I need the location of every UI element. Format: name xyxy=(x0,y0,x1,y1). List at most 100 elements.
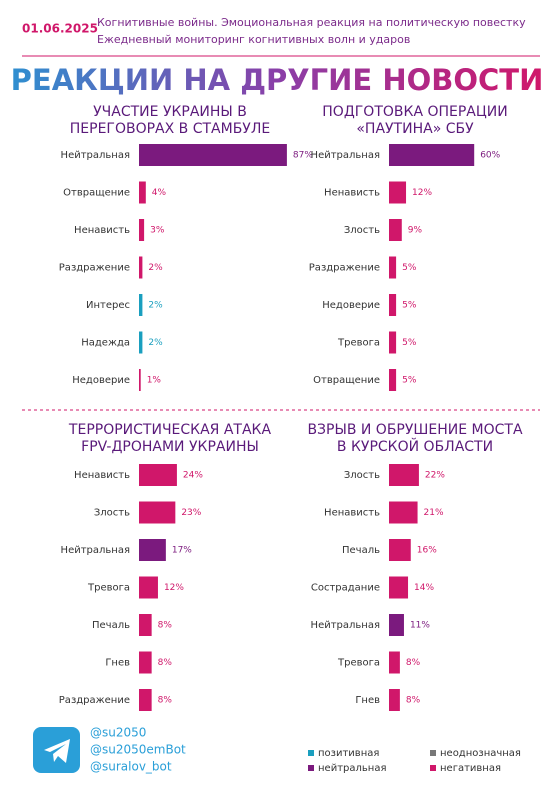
bar xyxy=(389,144,475,166)
bar xyxy=(389,331,397,354)
category-label: Сострадание xyxy=(311,583,380,594)
bar xyxy=(139,464,177,486)
telegram-plane xyxy=(44,739,70,763)
subtitle: Когнитивные войны. Эмоциональная реакция… xyxy=(97,16,526,29)
value-label: 16% xyxy=(417,546,437,556)
value-label: 8% xyxy=(406,658,421,668)
category-label: Злость xyxy=(94,508,130,519)
category-label: Раздражение xyxy=(59,695,130,706)
panel-title: УЧАСТИЕ УКРАИНЫ В xyxy=(93,104,247,120)
bar xyxy=(389,501,418,524)
panel-title: FPV-ДРОНАМИ УКРАИНЫ xyxy=(81,439,259,455)
category-label: Злость xyxy=(344,470,380,481)
bar xyxy=(139,219,145,241)
category-label: Тревога xyxy=(337,338,380,349)
category-label: Нейтральная xyxy=(311,150,380,161)
category-label: Ненависть xyxy=(74,225,130,236)
value-label: 11% xyxy=(410,621,430,631)
handle: @su2050 xyxy=(90,726,146,740)
panel-title: «ПАУТИНА» СБУ xyxy=(356,121,474,137)
value-label: 2% xyxy=(148,263,163,273)
category-label: Тревога xyxy=(87,583,130,594)
bar xyxy=(389,576,409,599)
category-label: Надежда xyxy=(81,338,130,349)
value-label: 8% xyxy=(158,696,173,706)
value-label: 14% xyxy=(414,583,434,593)
subtitle: Ежедневный мониторинг когнитивных волн и… xyxy=(97,33,410,46)
value-label: 12% xyxy=(412,188,432,198)
category-label: Нейтральная xyxy=(61,150,130,161)
panel-title: ПОДГОТОВКА ОПЕРАЦИИ xyxy=(322,104,507,120)
legend-label: нейтральная xyxy=(318,763,386,774)
category-label: Ненависть xyxy=(74,470,130,481)
category-label: Гнев xyxy=(105,658,130,669)
panel-title: ПЕРЕГОВОРАХ В СТАМБУЛЕ xyxy=(70,121,270,137)
bar xyxy=(389,181,407,204)
category-label: Раздражение xyxy=(309,263,380,274)
category-label: Интерес xyxy=(86,300,130,311)
category-label: Отвращение xyxy=(313,375,380,386)
bar xyxy=(389,294,397,316)
bar xyxy=(139,181,146,204)
value-label: 24% xyxy=(183,471,203,481)
category-label: Недоверие xyxy=(72,375,130,386)
bar xyxy=(389,689,400,711)
category-label: Гнев xyxy=(355,695,380,706)
bar xyxy=(139,294,143,316)
value-label: 8% xyxy=(158,658,173,668)
category-label: Печаль xyxy=(92,620,130,631)
value-label: 23% xyxy=(181,508,201,518)
value-label: 17% xyxy=(172,546,192,556)
main-title: РЕАКЦИИ НА ДРУГИЕ НОВОСТИ xyxy=(11,63,544,97)
bar xyxy=(389,539,411,561)
date: 01.06.2025 xyxy=(22,22,98,36)
bar xyxy=(389,219,402,241)
panel-title: ВЗРЫВ И ОБРУШЕНИЕ МОСТА xyxy=(307,422,522,438)
legend-swatch xyxy=(430,750,436,756)
value-label: 2% xyxy=(148,301,163,311)
legend-swatch xyxy=(308,765,314,771)
bar xyxy=(139,256,143,279)
bar xyxy=(389,464,419,486)
bar xyxy=(139,576,158,599)
value-label: 5% xyxy=(402,301,417,311)
bar xyxy=(389,614,404,636)
category-label: Нейтральная xyxy=(311,620,380,631)
bar xyxy=(139,501,176,524)
category-label: Раздражение xyxy=(59,263,130,274)
category-label: Печаль xyxy=(342,545,380,556)
value-label: 87% xyxy=(293,151,313,161)
bar xyxy=(139,539,166,561)
value-label: 12% xyxy=(164,583,184,593)
legend-label: негативная xyxy=(440,763,501,774)
value-label: 22% xyxy=(425,471,445,481)
category-label: Отвращение xyxy=(63,188,130,199)
bar xyxy=(139,651,152,674)
bar xyxy=(389,369,397,391)
panel-title: ТЕРРОРИСТИЧЕСКАЯ АТАКА xyxy=(68,422,272,438)
legend-label: позитивная xyxy=(318,748,379,759)
legend-swatch xyxy=(308,750,314,756)
value-label: 60% xyxy=(480,151,500,161)
bar xyxy=(389,651,400,674)
value-label: 4% xyxy=(152,188,167,198)
legend-swatch xyxy=(430,765,436,771)
value-label: 5% xyxy=(402,263,417,273)
value-label: 3% xyxy=(150,226,165,236)
panel-title: В КУРСКОЙ ОБЛАСТИ xyxy=(337,437,493,455)
bar xyxy=(139,331,143,354)
value-label: 5% xyxy=(402,376,417,386)
bar xyxy=(389,256,397,279)
category-label: Нейтральная xyxy=(61,545,130,556)
bar xyxy=(139,689,152,711)
value-label: 21% xyxy=(424,508,444,518)
bar xyxy=(139,144,287,166)
handle: @suralov_bot xyxy=(90,760,172,774)
category-label: Ненависть xyxy=(324,508,380,519)
handle: @su2050emBot xyxy=(90,743,186,757)
legend-label: неоднозначная xyxy=(440,748,521,759)
category-label: Ненависть xyxy=(324,188,380,199)
bar xyxy=(139,614,152,636)
